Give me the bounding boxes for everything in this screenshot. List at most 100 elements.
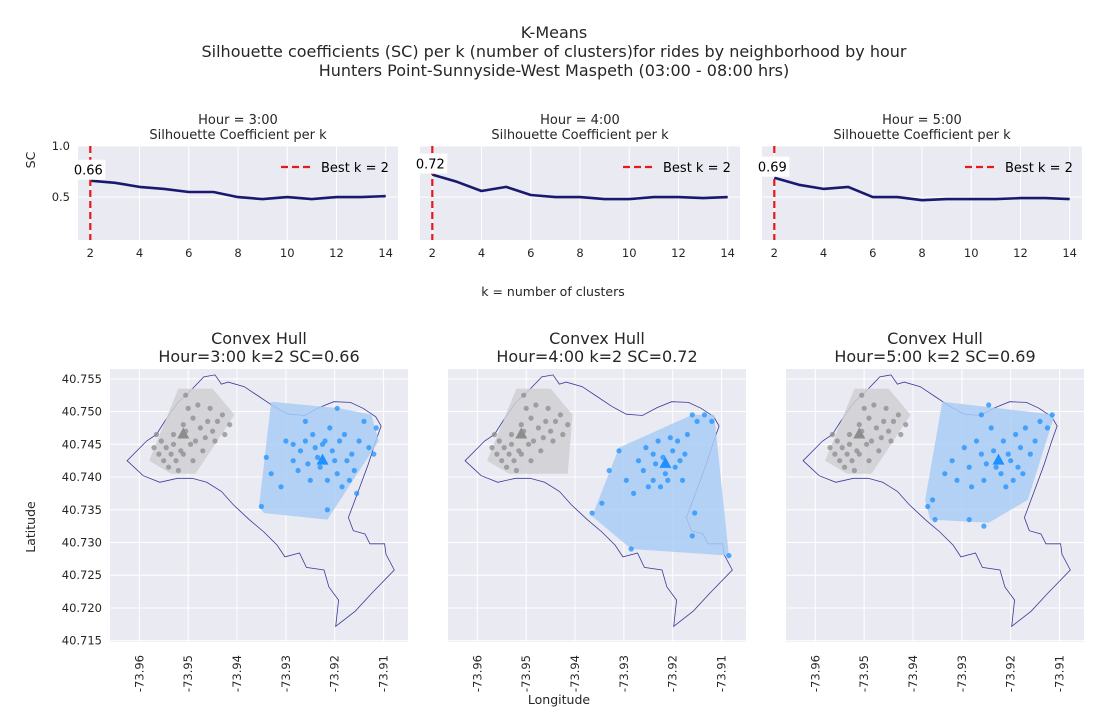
x-tick-label: 8: [576, 246, 583, 260]
ride-point-gray: [192, 438, 199, 444]
ride-point-gray: [207, 405, 213, 411]
ride-point-blue: [665, 477, 671, 483]
ride-point-blue: [1000, 438, 1007, 444]
ride-point-gray: [170, 431, 177, 438]
ride-point-blue: [334, 471, 340, 477]
ride-point-gray: [200, 448, 206, 454]
ride-point-gray: [846, 431, 853, 438]
x-tick-label: -73.91: [715, 655, 729, 692]
panel-subtitle: Silhouette Coefficient per k: [491, 128, 669, 143]
ride-point-blue: [317, 464, 323, 470]
ride-point-gray: [538, 448, 544, 454]
ride-point-blue: [988, 425, 994, 431]
ride-point-blue: [337, 438, 343, 444]
sc-series-line: [431, 173, 728, 201]
suptitle-line-3: Hunters Point-Sunnyside-West Maspeth (03…: [319, 61, 790, 80]
best-sc-label-box: [71, 159, 106, 180]
x-tick-label: -73.95: [857, 655, 871, 692]
ride-point-gray: [557, 412, 564, 418]
ride-point-blue: [373, 425, 379, 431]
ride-point-blue: [689, 412, 695, 418]
panel-title: Convex Hull: [211, 329, 307, 348]
ride-point-gray: [827, 445, 833, 451]
sc-y-axis-label: SC: [23, 151, 38, 168]
x-tick-label: 4: [136, 246, 143, 260]
ride-point-blue: [973, 438, 980, 444]
panel-subtitle: Silhouette Coefficient per k: [833, 128, 1011, 143]
ride-point-blue: [675, 438, 681, 444]
ride-point-blue: [670, 448, 676, 454]
ride-point-blue: [650, 451, 656, 457]
ride-point-gray: [864, 441, 870, 447]
x-tick-label: -73.94: [568, 655, 582, 692]
ride-point-gray: [513, 467, 520, 474]
ride-point-gray: [873, 425, 880, 431]
ride-point-blue: [1022, 425, 1028, 431]
map-panel-3: -73.96 -73.95 -73.94 -73.93 -73.92 -73.91 Conv…: [786, 329, 1084, 692]
ride-point-blue: [1049, 412, 1055, 418]
ride-point-blue: [302, 438, 308, 444]
ride-point-blue: [1037, 418, 1043, 424]
sc-series-line: [90, 179, 386, 201]
legend-label: Best k = 2: [663, 161, 731, 176]
ride-point-blue: [925, 503, 931, 510]
ride-point-blue: [981, 523, 987, 529]
ride-point-gray: [523, 405, 529, 411]
centroid-marker-gray: [177, 427, 190, 439]
ride-point-blue: [324, 507, 330, 513]
centroid-marker-blue: [659, 456, 672, 468]
legend-label: Best k = 2: [1005, 161, 1073, 176]
ride-point-blue: [650, 477, 656, 483]
ride-point-blue: [966, 464, 972, 470]
ride-point-blue: [315, 454, 321, 460]
ride-point-blue: [268, 471, 274, 477]
ride-point-gray: [886, 428, 892, 434]
ride-point-blue: [991, 448, 997, 454]
ride-point-gray: [560, 431, 566, 438]
x-tick-label: -73.92: [1004, 655, 1018, 692]
ride-point-gray: [859, 392, 865, 398]
ride-point-blue: [341, 431, 348, 438]
ride-point-gray: [849, 458, 855, 464]
best-sc-label-box: [413, 153, 448, 174]
map-panel-1: -73.96 -73.95 -73.94 -73.93 -73.92 -73.91 40.7…: [62, 329, 408, 692]
ride-point-blue: [1015, 464, 1021, 470]
ride-point-gray: [180, 422, 186, 428]
best-sc-label-box: [755, 156, 790, 177]
best-sc-label: 0.72: [416, 158, 445, 173]
x-tick-label: -73.94: [906, 655, 920, 692]
ride-point-gray: [528, 458, 534, 464]
ride-point-gray: [499, 458, 505, 464]
ride-point-gray: [903, 422, 909, 428]
panel-title: Hour = 3:00: [198, 113, 278, 128]
ride-point-blue: [1027, 451, 1033, 457]
ride-point-gray: [190, 415, 196, 421]
ride-point-gray: [846, 441, 853, 447]
ride-point-gray: [878, 435, 884, 441]
ride-point-blue: [667, 435, 673, 441]
ride-point-blue: [1032, 438, 1038, 444]
x-tick-label: -73.91: [1053, 655, 1067, 692]
ride-point-gray: [861, 405, 867, 411]
sc-series-line: [773, 176, 1070, 202]
ride-point-blue: [295, 467, 301, 474]
ride-point-gray: [526, 441, 532, 447]
ride-point-gray: [214, 418, 221, 424]
ride-point-gray: [856, 451, 862, 457]
ride-point-blue: [1003, 484, 1009, 490]
x-tick-label: 14: [720, 246, 735, 260]
ride-point-blue: [969, 484, 975, 490]
ride-point-blue: [310, 431, 316, 438]
ride-point-gray: [876, 448, 882, 454]
panel-subtitle: Hour=5:00 k=2 SC=0.69: [834, 347, 1035, 366]
ride-point-blue: [640, 467, 647, 474]
ride-point-blue: [290, 441, 296, 447]
ride-point-blue: [701, 412, 708, 418]
x-tick-label: 4: [478, 246, 485, 260]
ride-point-blue: [356, 438, 362, 444]
ride-point-gray: [883, 405, 889, 411]
y-tick-label: 1.0: [52, 139, 70, 153]
ride-point-blue: [290, 458, 296, 464]
